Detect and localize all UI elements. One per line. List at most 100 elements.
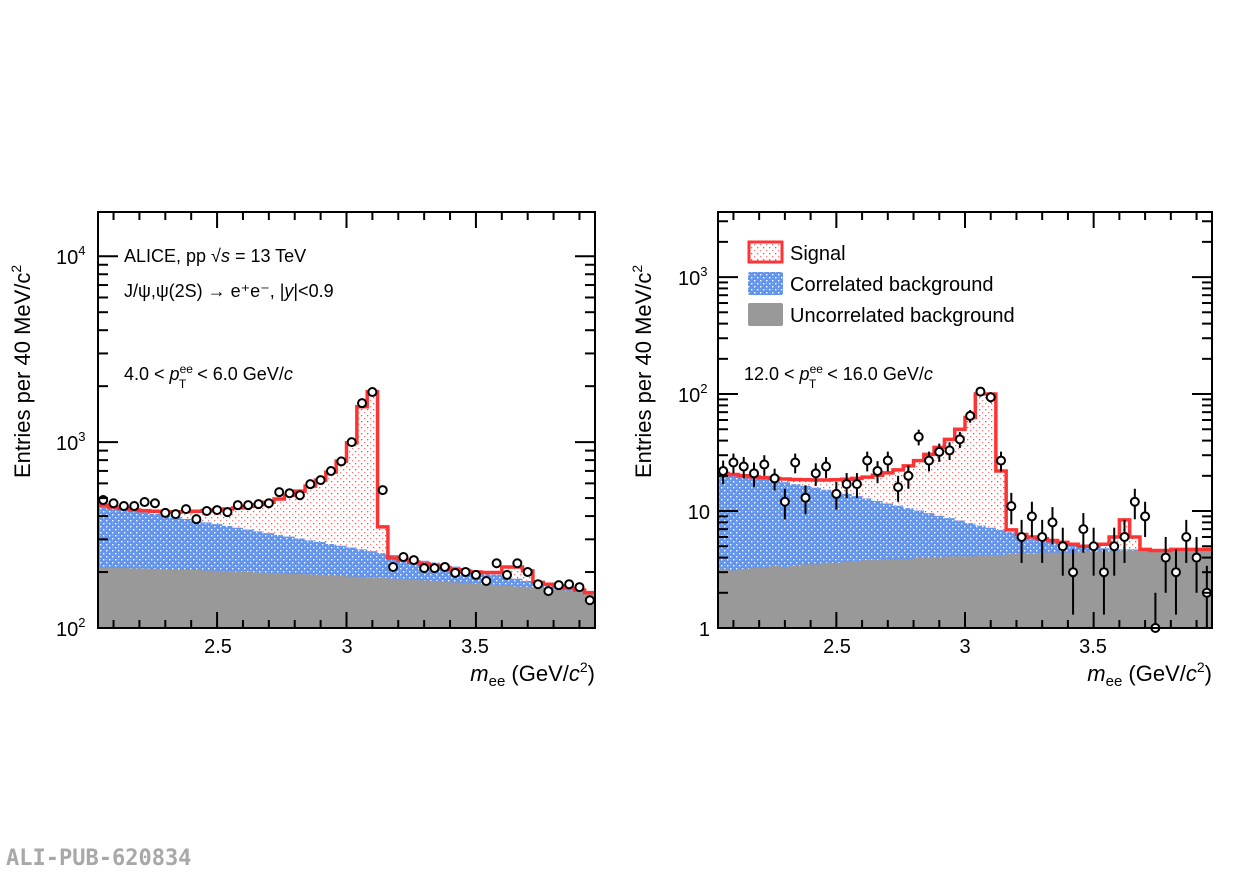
data-point-left [274,487,285,498]
data-point-right [821,461,832,472]
data-point-left [181,504,192,515]
data-point-right [862,455,873,466]
ytick-label-right-1e2: 102 [678,381,707,407]
ytick-label-right-1: 1 [699,619,710,641]
data-point-right [944,445,955,456]
ytick-label-left-1e2: 102 [56,615,85,641]
data-point-left [357,398,368,409]
legend-label-correlated: Correlated background [790,274,993,296]
legend-swatch-signal [747,240,784,264]
histogram-stack-right [718,392,1212,628]
data-point-right [1037,531,1048,542]
data-point-left [346,437,357,448]
data-point-right [1109,541,1120,552]
data-point-left [460,567,471,578]
data-point-right [872,465,883,476]
legend-swatch-correlated [748,272,783,295]
panel-right: 1 10 102 103 2.5 3 3.5 mee (GeV/c2) Entr… [629,211,1213,690]
publication-id-watermark: ALI-PUB-620834 [6,846,192,871]
legend-swatch-uncorrelated [748,303,783,326]
data-point-left [191,514,202,525]
data-point-right [759,459,770,470]
data-point-left [564,579,575,590]
data-point-left [160,507,171,518]
data-point-left [419,563,430,574]
data-point-left [439,561,450,572]
data-point-right [903,470,914,481]
data-point-right [1016,531,1027,542]
x-axis-label-left: mee (GeV/c2) [470,659,595,690]
axis-ticks-left [98,212,595,629]
data-point-right [893,482,904,493]
data-point-right [1068,567,1079,578]
histogram-stack-left [98,389,595,628]
data-point-left [222,507,233,518]
data-point-right [1078,524,1089,535]
data-point-left [553,580,564,591]
data-point-left [481,576,492,587]
uncorrelated-background-area-left [98,567,595,628]
data-points-right [718,386,1212,633]
legend-item-uncorrelated: Uncorrelated background [748,303,1015,327]
data-point-left [522,567,533,578]
data-point-left [212,505,223,516]
data-point-right [882,455,893,466]
data-point-right [1191,552,1202,563]
data-point-right [728,457,739,468]
ytick-label-right-10: 10 [688,502,710,524]
data-point-left [408,555,419,566]
data-point-left [294,490,305,501]
legend-label-signal: Signal [790,243,846,265]
data-point-left [470,569,481,580]
xtick-label-right-3.5: 3.5 [1079,636,1107,658]
data-point-left [118,501,129,512]
xtick-label-left-3: 3 [341,636,352,658]
data-point-right [1181,531,1192,542]
data-point-left [108,498,119,509]
data-point-right [934,446,945,457]
legend-item-signal: Signal [747,240,846,265]
ytick-label-left-1e4: 104 [56,243,85,269]
uncorrelated-background-area-right [718,549,1212,628]
data-point-right [985,392,996,403]
data-point-right [1098,567,1109,578]
data-point-left [243,500,254,511]
annotation-decay-channel: J/ψ,ψ(2S) → e⁺e⁻, |y|<0.9 [124,281,334,301]
data-point-left [325,466,336,477]
legend: Signal Correlated background Uncorrelate… [747,240,1015,327]
data-point-right [1160,552,1171,563]
data-point-right [1057,541,1068,552]
data-point-right [996,455,1007,466]
data-point-left [377,485,388,496]
axis-ticks-right [718,212,1212,629]
data-points-left [98,387,595,606]
data-point-left [367,387,378,398]
xtick-label-right-3: 3 [959,636,970,658]
legend-item-correlated: Correlated background [748,272,993,296]
data-point-left [305,479,316,490]
data-point-right [841,479,852,490]
data-point-right [1129,496,1140,507]
data-point-left [170,509,181,520]
data-point-left [232,500,243,511]
data-point-right [1006,501,1017,512]
data-point-right [913,431,924,442]
x-axis-label-right: mee (GeV/c2) [1087,659,1212,690]
data-point-left [501,569,512,580]
xtick-label-left-3.5: 3.5 [461,636,489,658]
signal-outline-right [718,392,1212,553]
data-point-right [738,461,749,472]
data-point-left [284,488,295,499]
data-point-right [831,488,842,499]
data-point-left [315,475,326,486]
annotation-pt-range-right: 12.0 < pee T < 16.0 GeV/c [744,362,933,391]
data-point-left [533,579,544,590]
data-point-right [1088,541,1099,552]
data-point-right [1026,511,1037,522]
data-point-right [1140,511,1151,522]
annotation-pt-range-left: 4.0 < pee T < 6.0 GeV/c [124,362,293,391]
data-point-left [201,506,212,517]
data-point-left [263,498,274,509]
data-point-right [800,492,811,503]
